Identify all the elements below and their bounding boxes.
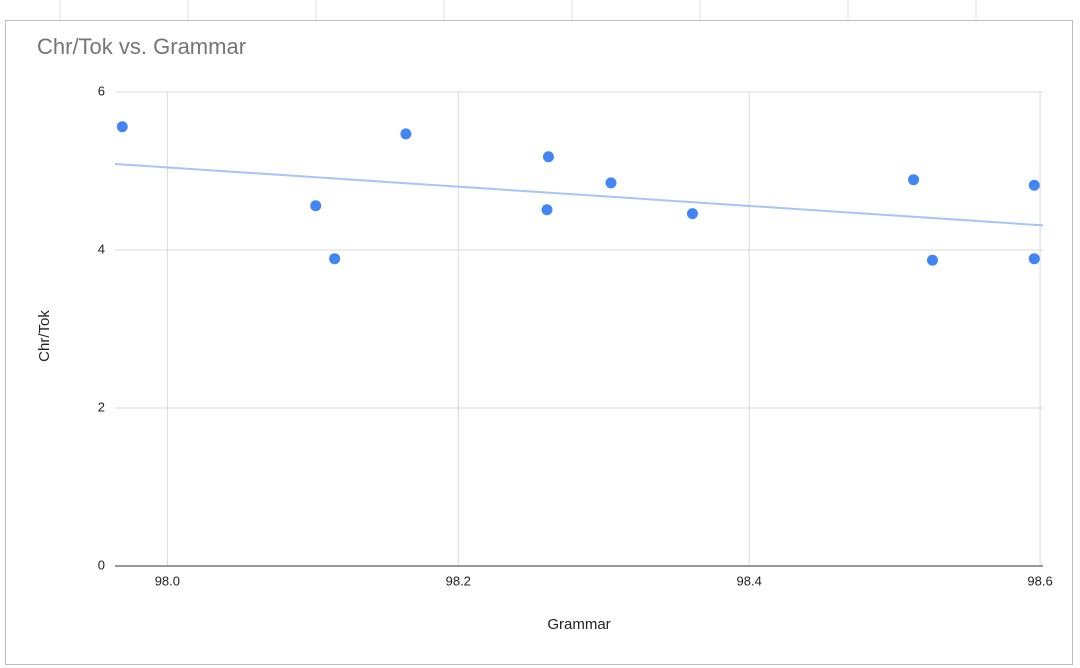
- trendline: [114, 162, 1044, 227]
- point: [605, 177, 617, 189]
- x-tick-label: 98.2: [446, 573, 471, 588]
- chart-frame: [5, 20, 1073, 665]
- y-tick-label: 4: [98, 241, 105, 256]
- x-axis-title: Grammar: [547, 616, 610, 633]
- x-tick-label: 98.0: [155, 573, 180, 588]
- point: [541, 204, 553, 216]
- point: [1028, 179, 1040, 191]
- sheet-cells: [59, 0, 977, 20]
- y-axis-title: Chr/Tok: [36, 310, 53, 362]
- x-tick-label: 98.6: [1027, 573, 1052, 588]
- chart-title: Chr/Tok vs. Grammar: [37, 34, 246, 59]
- point: [329, 253, 341, 265]
- y-tick-label: 6: [98, 83, 105, 98]
- point: [116, 121, 128, 133]
- point: [686, 208, 698, 220]
- point: [310, 200, 322, 212]
- x-tick-label: 98.4: [737, 573, 762, 588]
- point: [400, 128, 412, 140]
- y-tick-label: 2: [98, 399, 105, 414]
- point: [926, 254, 938, 266]
- point: [542, 151, 554, 163]
- y-tick-label: 0: [98, 557, 105, 572]
- point: [908, 174, 920, 186]
- point: [1028, 253, 1040, 265]
